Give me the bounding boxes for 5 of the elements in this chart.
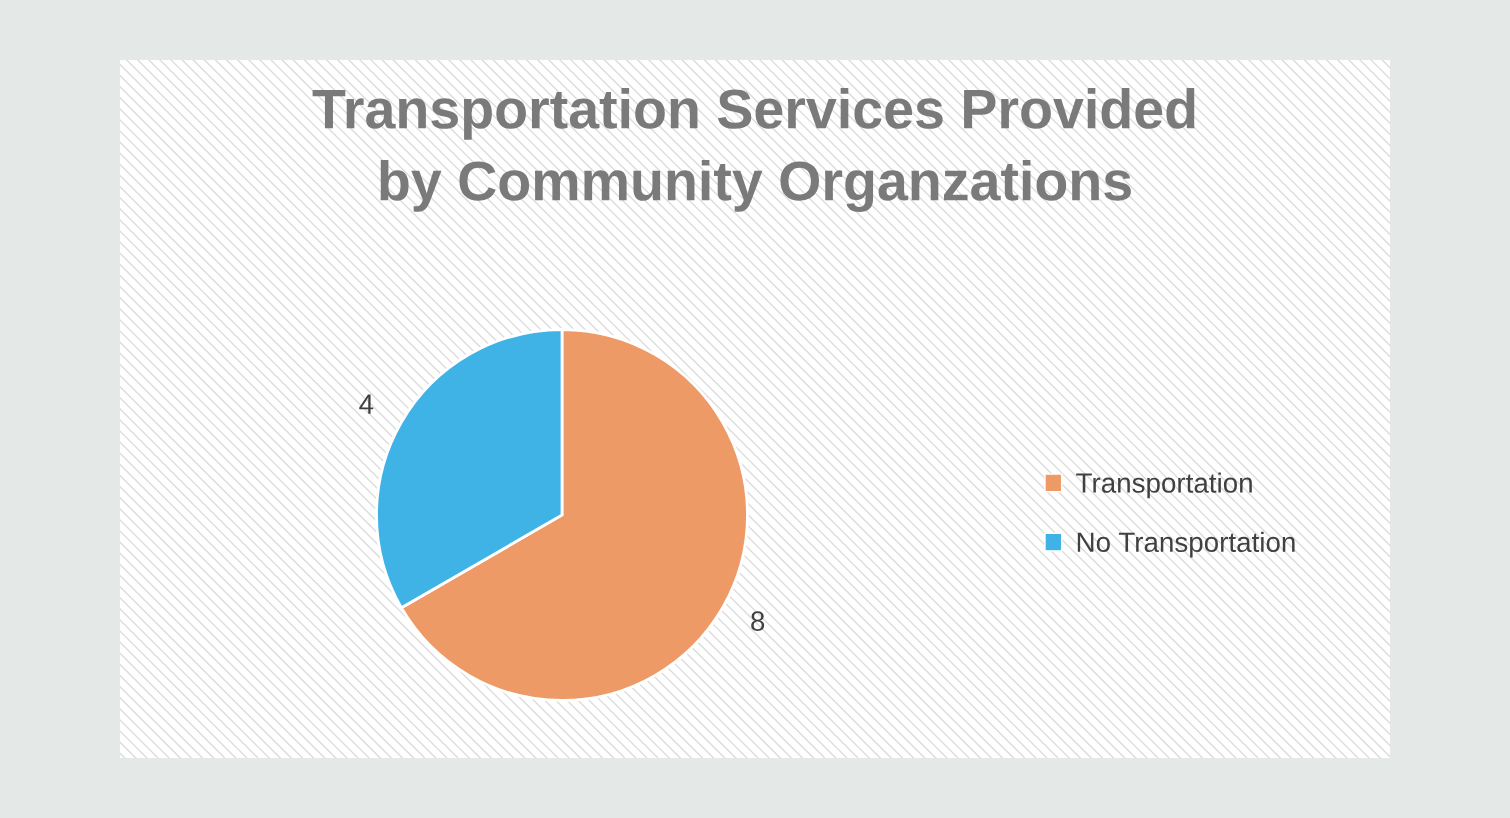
legend-label: No Transportation xyxy=(1077,531,1295,558)
data-label: 8 xyxy=(751,611,765,631)
data-label: 4 xyxy=(359,394,374,414)
legend-label: Transportation xyxy=(1076,472,1252,499)
chart-title: Transportation Services Provided by Community Organzations xyxy=(312,88,1195,212)
